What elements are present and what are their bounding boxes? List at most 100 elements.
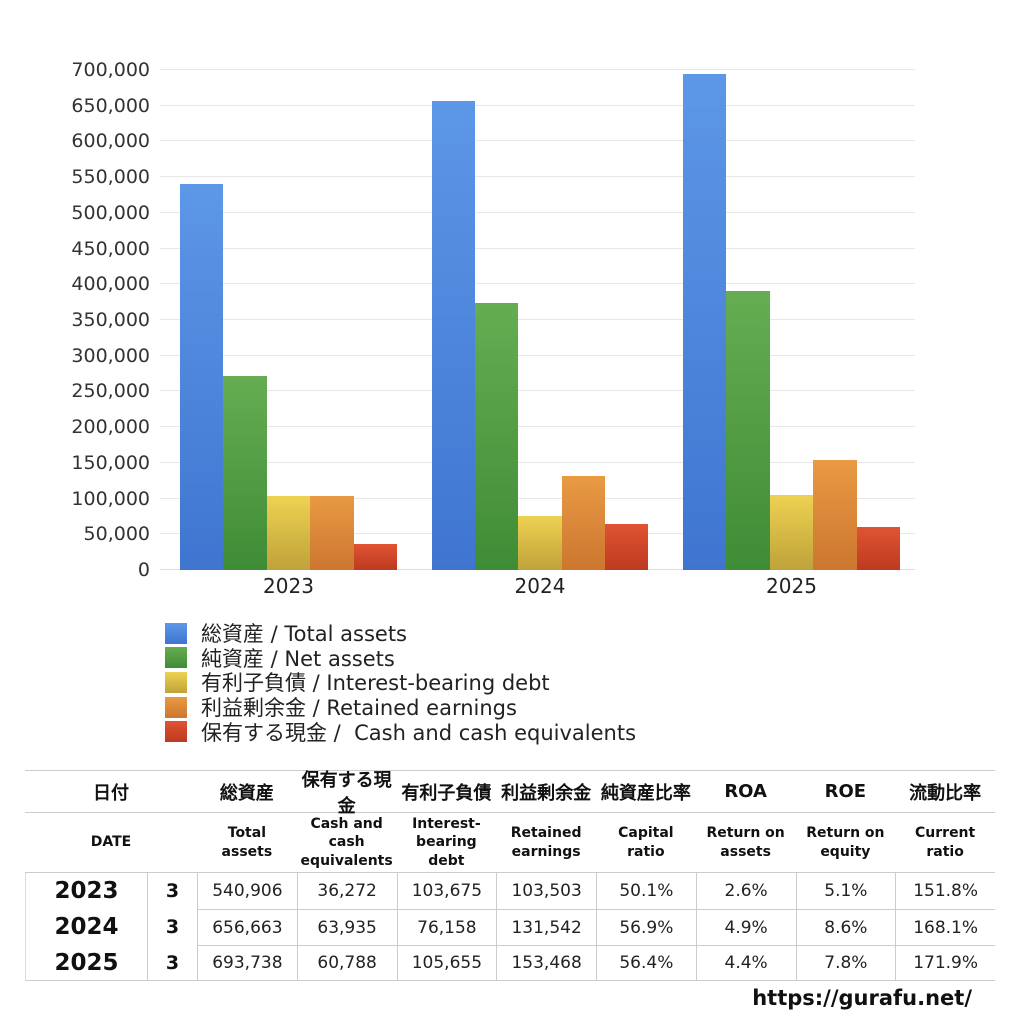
y-tick-label: 650,000 — [71, 94, 150, 117]
legend-swatch — [165, 622, 187, 644]
table-header-ja: ROA — [695, 771, 796, 813]
gridline — [160, 354, 915, 356]
financial-table: 日付 総資産 保有する現金 有利子負債 利益剰余金 純資産比率 ROA ROE 流動比率 DATE… — [25, 770, 995, 981]
y-tick-label: 200,000 — [71, 416, 150, 439]
footer-url: https://gurafu.net/ — [752, 986, 972, 1010]
table-header-date-ja: 日付 — [25, 771, 197, 813]
legend-swatch — [165, 671, 187, 693]
y-tick-label: 400,000 — [71, 273, 150, 296]
legend-label: 有利子負債 / Interest-bearing debt — [201, 671, 550, 696]
bar — [431, 100, 475, 570]
bar-group — [431, 70, 649, 570]
table-header-en: Retained earnings — [496, 813, 596, 873]
bar — [474, 303, 519, 570]
bar-group — [683, 70, 900, 570]
table-cell: 36,272 — [296, 873, 397, 909]
bar — [310, 496, 354, 570]
bar — [266, 495, 311, 570]
gridline — [160, 319, 915, 320]
table-cell: 4.9% — [695, 909, 796, 945]
legend-label: 純資産 / Net assets — [201, 646, 395, 671]
table-header-en: Return on assets — [695, 813, 796, 873]
table-header-en: Return on equity — [795, 813, 896, 873]
table-header-ja: 流動比率 — [895, 771, 995, 813]
table-header-date-en: DATE — [25, 813, 197, 873]
table-cell: 76,158 — [396, 909, 497, 945]
legend-swatch — [165, 721, 187, 743]
gridline — [160, 426, 915, 428]
bar — [856, 526, 900, 570]
table-cell: 4.4% — [695, 945, 796, 981]
table-header-en: Interest-bearing debt — [396, 813, 497, 873]
table-cell: 8.6% — [795, 909, 896, 945]
y-tick-label: 50,000 — [83, 523, 150, 546]
table-cell: 171.9% — [895, 945, 995, 981]
legend-label: 保有する現金 / Cash and cash equivalents — [201, 720, 637, 745]
table-header-ja: 総資産 — [197, 771, 297, 813]
gridline — [160, 176, 915, 178]
x-axis: 2023 2024 2025 — [263, 574, 817, 598]
legend-item: 有利子負債 / Interest-bearing debt — [165, 670, 636, 695]
bar — [180, 183, 224, 570]
legend-item: 保有する現金 / Cash and cash equivalents — [165, 719, 637, 745]
legend-label: 利益剰余金 / Retained earnings — [201, 696, 517, 721]
table-cell-year: 2023 — [25, 873, 147, 909]
table-cell: 60,788 — [296, 945, 397, 981]
legend-swatch — [165, 647, 187, 669]
table-header-en: Capital ratio — [596, 813, 696, 873]
table-header-en: Total assets — [197, 813, 297, 873]
table-header-ja: 保有する現金 — [296, 770, 397, 817]
gridline — [160, 69, 915, 70]
table-cell: 5.1% — [795, 873, 896, 909]
table-cell-month: 3 — [147, 909, 197, 945]
table-cell: 153,468 — [496, 945, 596, 981]
legend-label: 総資産 / Total assets — [201, 622, 407, 647]
table-cell: 693,738 — [197, 945, 297, 981]
table-cell: 105,655 — [396, 945, 497, 981]
x-tick-label: 2025 — [766, 574, 817, 598]
table-cell-year: 2025 — [25, 945, 147, 981]
x-tick-label: 2024 — [514, 574, 566, 598]
table-header-ja: ROE — [795, 771, 896, 813]
table-header-en: Cash and cash equivalents — [296, 813, 397, 873]
y-tick-label: 0 — [137, 559, 150, 581]
table-cell: 50.1% — [596, 873, 696, 909]
bar — [813, 460, 857, 570]
legend-swatch — [165, 696, 187, 718]
bar — [353, 544, 397, 570]
table-cell: 63,935 — [296, 909, 397, 945]
y-tick-label: 600,000 — [71, 130, 150, 153]
y-tick-label: 500,000 — [71, 201, 150, 224]
bar — [605, 524, 649, 570]
table-cell: 7.8% — [795, 945, 896, 981]
bar — [518, 515, 562, 570]
table-header-ja: 有利子負債 — [396, 771, 497, 813]
bar — [726, 290, 770, 570]
gridline — [160, 283, 915, 285]
y-tick-label: 450,000 — [71, 237, 150, 260]
table-cell-month: 3 — [147, 945, 197, 981]
gridline — [160, 497, 915, 499]
table-cell: 2.6% — [695, 873, 796, 909]
gridline — [160, 461, 915, 463]
table-cell-month: 3 — [147, 873, 197, 909]
table-cell: 151.8% — [895, 873, 995, 909]
table-header-ja: 純資産比率 — [596, 771, 696, 813]
table-header-ja: 利益剰余金 — [496, 771, 596, 813]
table-cell: 540,906 — [197, 873, 297, 909]
table-cell: 103,503 — [496, 873, 596, 909]
legend-item: 総資産 / Total assets — [165, 621, 636, 646]
table-cell: 656,663 — [197, 909, 297, 945]
gridline — [160, 140, 915, 142]
bar — [561, 476, 606, 570]
y-tick-label: 700,000 — [71, 59, 150, 81]
table-cell: 131,542 — [496, 909, 596, 945]
legend-item: 利益剰余金 / Retained earnings — [165, 695, 636, 720]
y-tick-label: 300,000 — [71, 344, 150, 367]
bar-group — [180, 70, 397, 570]
plot-area — [160, 69, 915, 570]
gridline — [160, 247, 915, 249]
table-header-en: Current ratio — [895, 813, 995, 873]
y-tick-label: 250,000 — [71, 380, 150, 403]
